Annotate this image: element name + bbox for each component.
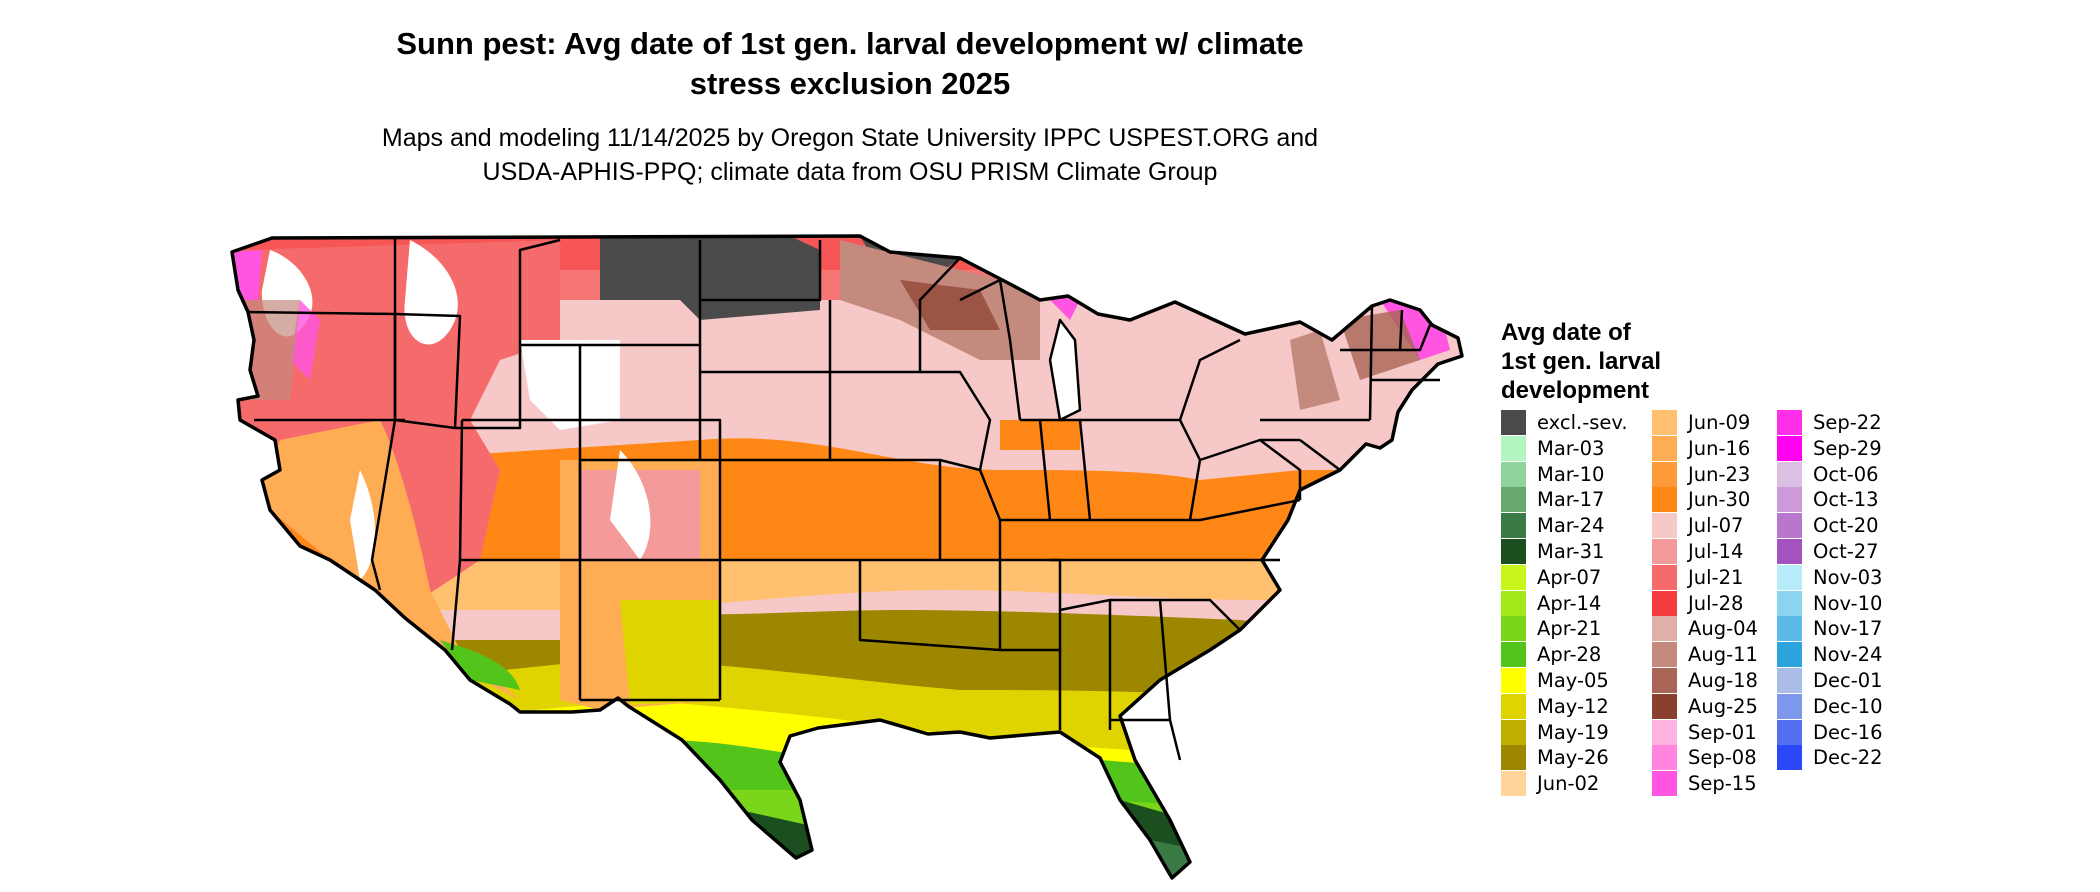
legend-label: Mar-03 [1537, 436, 1605, 460]
legend-label: Apr-07 [1537, 565, 1602, 589]
legend-label: Apr-28 [1537, 643, 1602, 667]
legend-swatch [1652, 616, 1677, 642]
legend-swatch [1501, 461, 1526, 487]
legend-swatch [1501, 693, 1526, 719]
legend-swatch [1777, 693, 1802, 719]
legend-label: Aug-25 [1688, 694, 1758, 718]
legend-label: Apr-21 [1537, 617, 1602, 641]
legend-label: Aug-18 [1688, 669, 1758, 692]
legend-swatch [1777, 539, 1802, 564]
legend-label: Oct-06 [1813, 462, 1879, 486]
legend-swatch [1652, 668, 1677, 693]
legend-swatch [1652, 564, 1677, 590]
legend-label: Jul-21 [1688, 565, 1744, 589]
legend-swatch [1501, 668, 1526, 693]
map-subtitle-line-2: USDA-APHIS-PPQ; climate data from OSU PR… [482, 158, 1218, 186]
legend-swatch [1777, 668, 1802, 693]
legend-swatch [1501, 487, 1526, 513]
map-title-line-2: stress exclusion 2025 [689, 66, 1011, 101]
legend-swatch [1652, 771, 1677, 797]
legend-swatch [1501, 564, 1526, 590]
legend-swatch [1777, 461, 1802, 487]
legend-title-line-3: development [1501, 377, 1650, 404]
legend-label: Sep-22 [1813, 411, 1882, 434]
legend-label: Sep-08 [1688, 746, 1757, 770]
legend-label: Dec-01 [1813, 669, 1883, 692]
legend-swatch [1652, 513, 1677, 539]
legend-label: Jul-14 [1688, 540, 1744, 563]
legend-title-line-1: Avg date of [1501, 319, 1631, 346]
legend-swatch [1777, 564, 1802, 590]
legend-label: Mar-17 [1537, 488, 1605, 512]
legend-label: Mar-24 [1537, 514, 1605, 538]
legend-label: Nov-24 [1813, 643, 1883, 667]
legend-label: May-05 [1537, 669, 1609, 692]
legend-swatch [1501, 745, 1526, 771]
legend-swatch [1777, 719, 1802, 745]
legend-label: Oct-13 [1813, 488, 1879, 512]
legend-label: Apr-14 [1537, 591, 1602, 615]
legend-swatch [1652, 642, 1677, 668]
legend-label: Sep-01 [1688, 720, 1757, 744]
legend-label: Jun-02 [1537, 772, 1600, 796]
legend-swatch [1652, 435, 1677, 461]
legend-swatch [1777, 616, 1802, 642]
legend-label: May-12 [1537, 694, 1609, 718]
legend-label: May-26 [1537, 746, 1609, 770]
legend-title-line-2: 1st gen. larval [1501, 348, 1662, 375]
legend-label: Aug-04 [1688, 617, 1758, 641]
legend-label: Nov-17 [1813, 617, 1883, 641]
legend-label: Jun-09 [1688, 411, 1751, 434]
legend-swatch [1777, 487, 1802, 513]
legend-label: Dec-22 [1813, 746, 1883, 770]
legend-swatch [1501, 771, 1526, 797]
legend-label: Dec-10 [1813, 694, 1883, 718]
legend-swatch [1777, 513, 1802, 539]
legend-label: Mar-10 [1537, 462, 1605, 486]
legend-label: Aug-11 [1688, 643, 1758, 667]
legend-label: Jun-23 [1688, 462, 1751, 486]
legend-swatch [1501, 616, 1526, 642]
legend-label: Mar-31 [1537, 540, 1605, 563]
legend-label: Sep-15 [1688, 772, 1757, 796]
state-borders [230, 234, 1464, 880]
legend-swatch [1777, 410, 1802, 435]
legend-swatch [1652, 693, 1677, 719]
legend-label: Jun-30 [1688, 488, 1751, 512]
legend-label: Sep-29 [1813, 436, 1882, 460]
legend-swatch [1777, 642, 1802, 668]
legend-label: Jun-16 [1688, 436, 1751, 460]
legend-label: Jul-28 [1688, 591, 1744, 615]
map-title-line-1: Sunn pest: Avg date of 1st gen. larval d… [396, 26, 1304, 61]
legend-label: May-19 [1537, 720, 1609, 744]
legend-swatch [1777, 590, 1802, 616]
legend-swatch [1652, 539, 1677, 564]
legend-swatch [1652, 410, 1677, 435]
legend-swatch [1652, 487, 1677, 513]
legend-swatch [1501, 719, 1526, 745]
legend-label: Nov-03 [1813, 565, 1883, 589]
legend-swatch [1777, 435, 1802, 461]
legend-title: Avg date of 1st gen. larval development [1501, 318, 1661, 405]
legend-swatch [1501, 539, 1526, 564]
legend-label: Dec-16 [1813, 720, 1883, 744]
legend-swatch [1777, 745, 1802, 771]
legend-swatch [1652, 745, 1677, 771]
legend-swatch [1652, 590, 1677, 616]
legend-label: Oct-20 [1813, 514, 1879, 538]
legend-swatch [1501, 410, 1526, 435]
legend-label: Jul-07 [1688, 514, 1744, 538]
legend-swatch [1501, 590, 1526, 616]
legend-swatch [1652, 461, 1677, 487]
legend-swatch [1652, 719, 1677, 745]
map-subtitle-line-1: Maps and modeling 11/14/2025 by Oregon S… [381, 124, 1319, 152]
legend-label: Nov-10 [1813, 591, 1883, 615]
legend-label: excl.-sev. [1537, 411, 1628, 434]
legend-swatch [1501, 513, 1526, 539]
us-map [230, 234, 1464, 880]
legend-swatch [1501, 642, 1526, 668]
legend-swatch [1501, 435, 1526, 461]
legend-label: Oct-27 [1813, 540, 1879, 563]
